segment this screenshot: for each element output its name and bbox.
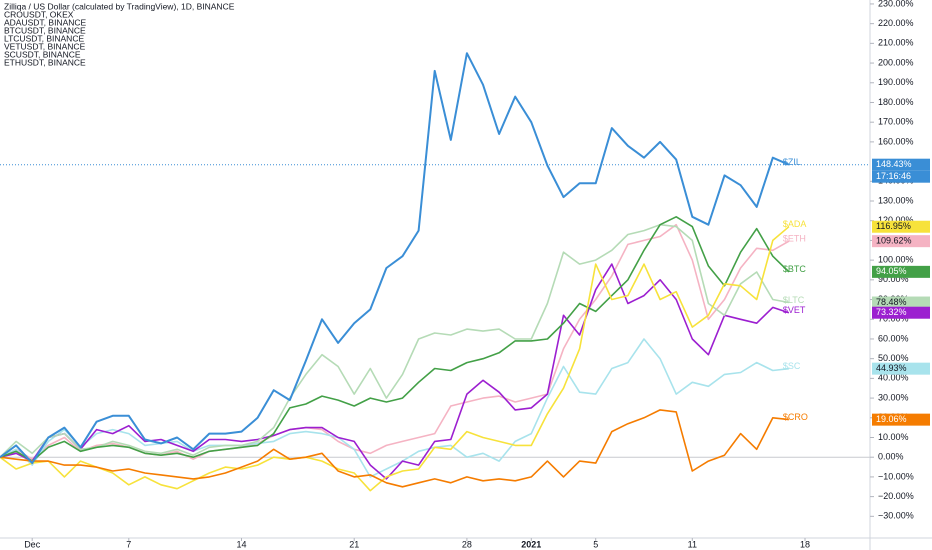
last-value-box — [872, 220, 930, 233]
x-tick-label: 18 — [800, 539, 810, 549]
x-tick-label: 21 — [349, 539, 359, 549]
x-tick-label: 11 — [688, 539, 697, 549]
y-tick-label: 50.00% — [878, 353, 909, 363]
countdown-box — [872, 170, 930, 183]
series-line — [0, 216, 790, 462]
last-value-box — [872, 306, 930, 319]
last-value-box — [872, 413, 930, 426]
countdown-label: 17:16:46 — [876, 171, 911, 181]
x-tick-label: 2021 — [521, 539, 541, 549]
y-tick-label: 100.00% — [878, 255, 914, 265]
last-value-box — [872, 362, 930, 375]
y-tick-label: −20.00% — [878, 491, 914, 501]
y-tick-label: 180.00% — [878, 97, 914, 107]
y-tick-label: 10.00% — [878, 432, 909, 442]
series-line — [0, 263, 790, 480]
legend-entry: Zilliqa / US Dollar (calculated by Tradi… — [4, 1, 235, 11]
legend-entry: LTCUSDT, BINANCE — [4, 33, 84, 43]
legend-entry: BTCUSDT, BINANCE — [4, 25, 86, 35]
series-name-label: $ZIL — [783, 157, 801, 167]
last-value-label: 109.62% — [876, 236, 912, 246]
last-value-box — [872, 235, 930, 248]
y-tick-label: −10.00% — [878, 471, 914, 481]
y-tick-label: 230.00% — [878, 0, 914, 8]
y-tick-label: 30.00% — [878, 392, 909, 402]
series-line — [0, 338, 789, 478]
last-value-label: 73.32% — [876, 307, 907, 317]
legend-entry: ADAUSDT, BINANCE — [4, 17, 87, 27]
last-value-box — [872, 296, 930, 309]
series-name-label: $ADA — [783, 219, 807, 229]
series-name-label: $BTC — [783, 264, 807, 274]
y-tick-label: 210.00% — [878, 38, 914, 48]
x-tick-label: 14 — [236, 539, 246, 549]
last-value-label: 78.48% — [876, 297, 907, 307]
series-line — [0, 409, 789, 488]
series-line — [0, 223, 790, 460]
last-value-box — [872, 158, 930, 171]
y-tick-label: 60.00% — [878, 333, 909, 343]
last-value-label: 19.06% — [876, 414, 907, 424]
last-value-label: 44.93% — [876, 363, 907, 373]
x-tick-label: Dec — [24, 539, 41, 549]
last-value-label: 94.05% — [876, 266, 907, 276]
series-line — [0, 52, 790, 465]
series-name-label: $SC — [783, 361, 801, 371]
y-tick-label: 160.00% — [878, 136, 914, 146]
series-name-label: $VET — [783, 305, 806, 315]
series-name-label: $CRO — [783, 412, 808, 422]
y-tick-label: 170.00% — [878, 117, 914, 127]
series-name-label: $LTC — [783, 295, 805, 305]
y-tick-label: −30.00% — [878, 511, 914, 521]
x-tick-label: 5 — [593, 539, 598, 549]
y-tick-label: 220.00% — [878, 18, 914, 28]
y-tick-label: 130.00% — [878, 195, 914, 205]
y-tick-label: 40.00% — [878, 373, 909, 383]
last-value-label: 148.43% — [876, 159, 912, 169]
x-tick-label: 7 — [126, 539, 131, 549]
legend-entry: VETUSDT, BINANCE — [4, 41, 86, 51]
series-line — [0, 226, 790, 492]
legend-entry: SCUSDT, BINANCE — [4, 49, 81, 59]
x-tick-label: 28 — [462, 539, 472, 549]
y-tick-label: 120.00% — [878, 215, 914, 225]
legend-entry: ETHUSDT, BINANCE — [4, 57, 86, 67]
y-tick-label: 190.00% — [878, 77, 914, 87]
y-tick-label: 200.00% — [878, 57, 914, 67]
last-value-box — [872, 265, 930, 278]
series-line — [0, 223, 790, 458]
legend-entry: CROUSDT, OKEX — [4, 9, 74, 19]
y-tick-label: 90.00% — [878, 274, 909, 284]
series-name-label: $ETH — [783, 234, 806, 244]
y-tick-label: 0.00% — [878, 452, 904, 462]
last-value-label: 116.95% — [876, 221, 911, 231]
